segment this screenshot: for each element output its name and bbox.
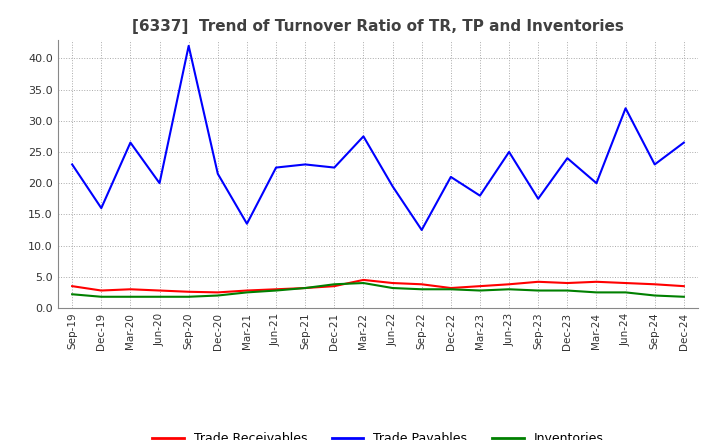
Title: [6337]  Trend of Turnover Ratio of TR, TP and Inventories: [6337] Trend of Turnover Ratio of TR, TP…	[132, 19, 624, 34]
Legend: Trade Receivables, Trade Payables, Inventories: Trade Receivables, Trade Payables, Inven…	[148, 427, 608, 440]
